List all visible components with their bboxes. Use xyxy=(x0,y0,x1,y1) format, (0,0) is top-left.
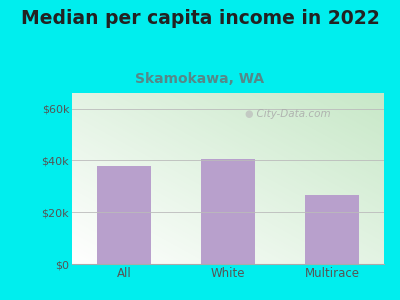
Text: City-Data.com: City-Data.com xyxy=(250,109,331,118)
Text: ●: ● xyxy=(244,109,252,118)
Bar xyxy=(201,159,255,264)
Bar xyxy=(305,195,359,264)
Text: Skamokawa, WA: Skamokawa, WA xyxy=(136,72,264,86)
Bar xyxy=(97,166,151,264)
Text: Median per capita income in 2022: Median per capita income in 2022 xyxy=(21,9,379,28)
